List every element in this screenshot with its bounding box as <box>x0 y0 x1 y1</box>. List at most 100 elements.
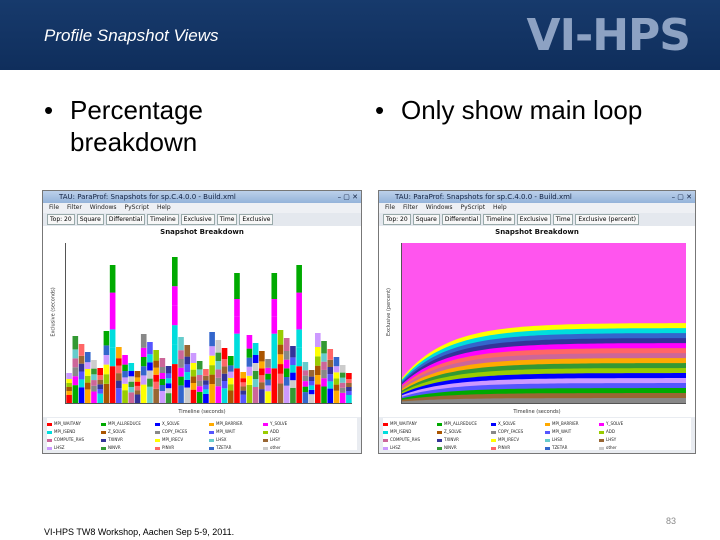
bar-segment <box>165 378 172 384</box>
value-select[interactable]: Exclusive <box>180 214 215 225</box>
y-axis-label: Exclusive (percent) <box>386 287 393 337</box>
metric-select[interactable]: Time <box>216 214 238 225</box>
menu-file[interactable]: File <box>49 204 60 211</box>
timeline-button[interactable]: Timeline <box>147 214 179 225</box>
bar-segment <box>78 363 85 372</box>
bar-segment <box>153 388 159 403</box>
legend-item: TZETAR <box>209 445 263 450</box>
bar-segment <box>72 367 79 377</box>
units-select[interactable]: Exclusive (percent) <box>575 214 639 225</box>
legend-item: TZETAR <box>545 445 599 450</box>
bar-segment <box>215 340 222 353</box>
bar-segment <box>277 354 284 365</box>
bar-segment <box>91 360 97 369</box>
units-select[interactable]: Exclusive <box>239 214 274 225</box>
bar-segment <box>178 337 184 351</box>
square-button[interactable]: Square <box>412 214 440 225</box>
bar-segment <box>97 393 104 403</box>
menu-pyscript[interactable]: PyScript <box>124 204 150 211</box>
bar-segment <box>277 383 284 403</box>
bar-segment <box>209 374 215 385</box>
bar-segment <box>165 383 172 389</box>
top-n-select[interactable]: Top: 20 <box>47 214 75 225</box>
bar-segment <box>171 344 178 365</box>
menu-help[interactable]: Help <box>156 204 171 211</box>
bar-segment <box>333 372 340 379</box>
bar-segment <box>290 387 296 403</box>
bar-segment <box>84 362 91 369</box>
metric-select[interactable]: Time <box>552 214 574 225</box>
chart-area: Exclusive (percent) Timeline (seconds) <box>379 239 695 417</box>
bar-segment <box>302 370 309 376</box>
bar-segment <box>234 351 240 369</box>
bar-segment <box>203 389 209 394</box>
legend-label: NINVR <box>108 445 121 450</box>
menu-help[interactable]: Help <box>492 204 507 211</box>
differential-button[interactable]: Differential <box>105 214 146 225</box>
window-controls[interactable]: – ▢ ✕ <box>337 193 358 201</box>
bar-segment <box>190 389 197 403</box>
bar-segment <box>339 365 346 373</box>
menu-filter[interactable]: Filter <box>66 204 82 211</box>
bar-segment <box>196 380 203 387</box>
legend-swatch <box>437 422 442 426</box>
bar-segment <box>333 390 340 403</box>
bar-segment <box>314 347 321 357</box>
bar-segment <box>321 378 327 387</box>
menu-windows[interactable]: Windows <box>89 204 117 211</box>
bar-segment <box>171 325 178 345</box>
bar-segment <box>122 377 128 384</box>
legend-label: MPI_ISEND <box>54 429 76 434</box>
legend-swatch <box>263 438 268 442</box>
bar-segment <box>314 333 321 347</box>
legend-label: X_SOLVE <box>498 421 516 426</box>
bar-segment <box>265 385 271 392</box>
window-controls[interactable]: – ▢ ✕ <box>671 193 692 201</box>
legend-item: MPI_IRECV <box>155 437 209 442</box>
bar-segment <box>252 363 259 371</box>
x-axis-label: Timeline (seconds) <box>513 409 561 415</box>
bar-segment <box>171 286 178 306</box>
bar-segment <box>290 346 296 358</box>
value-select[interactable]: Exclusive <box>516 214 551 225</box>
bar-segment <box>153 360 159 368</box>
bar-segment <box>265 391 271 403</box>
legend-item: MPI_WAIT <box>545 429 599 434</box>
bar-segment <box>190 353 197 363</box>
bar-segment <box>109 292 116 311</box>
bar-segment <box>97 375 104 380</box>
menu-filter[interactable]: Filter <box>402 204 418 211</box>
bar-segment <box>209 332 215 347</box>
bar-segment <box>122 383 128 391</box>
bar-segment <box>66 387 72 391</box>
bar-segment <box>246 384 253 403</box>
bar-segment <box>190 363 197 370</box>
bullet-line2: breakdown <box>70 127 198 157</box>
top-n-select[interactable]: Top: 20 <box>383 214 411 225</box>
bar-segment <box>209 365 215 375</box>
legend-label: LHSY <box>270 437 281 442</box>
bar-segment <box>178 376 184 386</box>
bar-segment <box>128 387 135 393</box>
legend-swatch <box>155 422 160 426</box>
menu-windows[interactable]: Windows <box>425 204 453 211</box>
differential-button[interactable]: Differential <box>441 214 482 225</box>
bar-segment <box>109 366 116 403</box>
menu-pyscript[interactable]: PyScript <box>460 204 486 211</box>
bar-segment <box>190 383 197 390</box>
bar-segment <box>346 373 352 379</box>
bar-segment <box>234 316 240 334</box>
bar-segment <box>327 381 334 389</box>
menu-file[interactable]: File <box>385 204 396 211</box>
bar-segment <box>333 366 340 373</box>
bar-segment <box>147 378 153 387</box>
bar-segment <box>109 329 116 348</box>
bullet-dot: • <box>44 95 54 125</box>
square-button[interactable]: Square <box>76 214 104 225</box>
bar-segment <box>215 361 222 370</box>
timeline-button[interactable]: Timeline <box>483 214 515 225</box>
bar-segment <box>209 384 215 403</box>
legend-label: TXINVR <box>444 437 459 442</box>
legend-swatch <box>209 446 214 450</box>
legend-label: TXINVR <box>108 437 123 442</box>
